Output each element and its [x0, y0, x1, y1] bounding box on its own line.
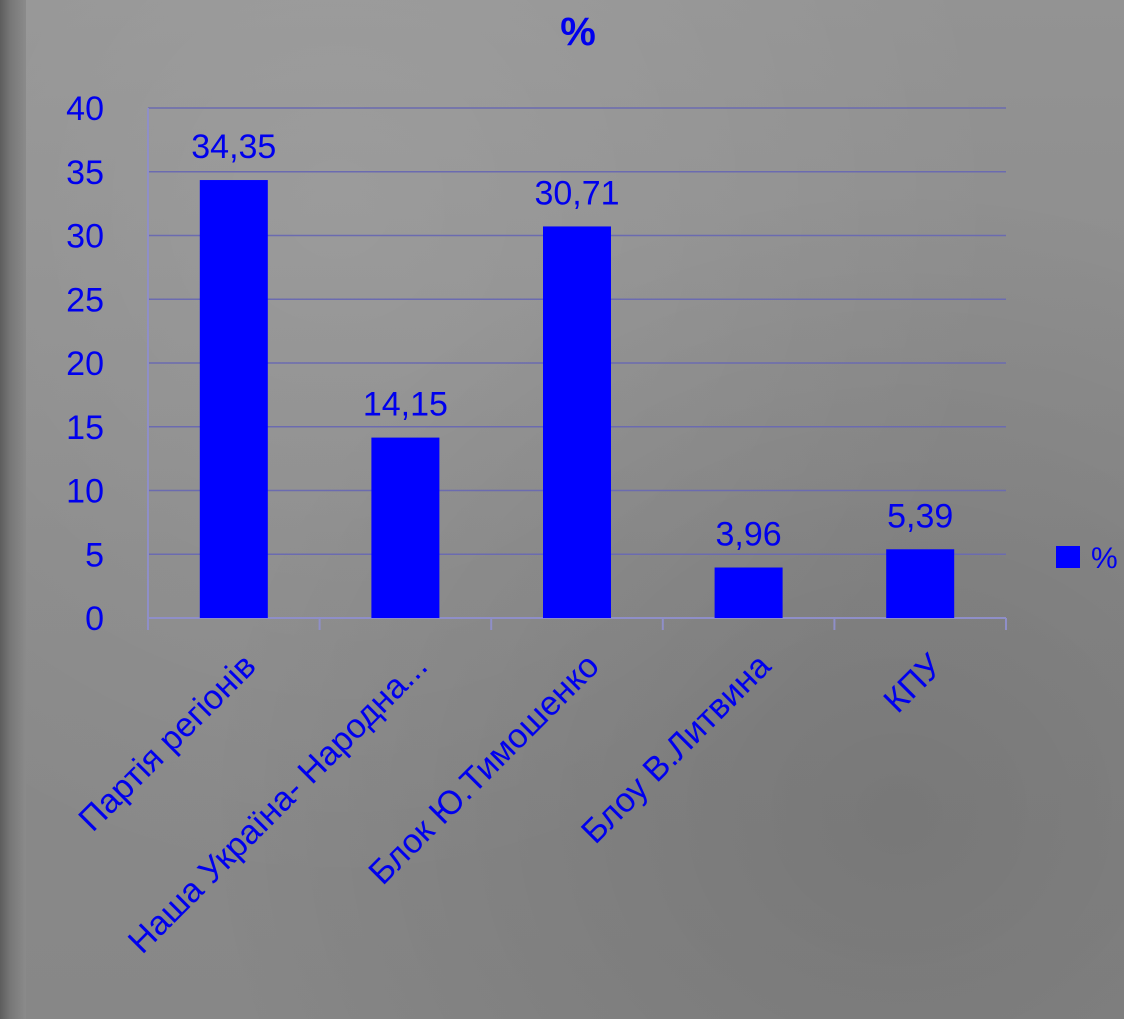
legend-label: %: [1091, 542, 1118, 575]
y-tick-label: 10: [66, 473, 104, 511]
x-tick-label: КПУ: [876, 647, 950, 721]
y-tick-label: 5: [85, 536, 104, 574]
data-labels: 34,35 14,15 30,71 3,96 5,39: [191, 128, 953, 553]
data-label: 14,15: [363, 386, 448, 424]
paper-edge: [0, 0, 26, 1019]
y-tick-label: 15: [66, 409, 104, 447]
bar: [886, 549, 955, 618]
y-tick-label: 30: [66, 218, 104, 256]
legend-swatch: [1056, 546, 1080, 568]
x-tick-label: Партія регіонів: [71, 647, 263, 839]
bar: [199, 180, 268, 618]
chart-title: %: [560, 10, 596, 54]
data-label: 5,39: [887, 497, 953, 535]
bar: [543, 226, 611, 618]
bar: [714, 567, 783, 618]
data-label: 3,96: [716, 516, 782, 554]
legend: %: [1056, 542, 1118, 575]
data-label: 30,71: [534, 174, 619, 212]
y-tick-label: 40: [66, 90, 104, 128]
x-tick-label: Блоу В.Литвина: [574, 647, 778, 851]
y-tick-label: 25: [66, 281, 104, 319]
y-tick-label: 20: [66, 345, 104, 383]
bars: [199, 180, 955, 618]
data-label: 34,35: [191, 128, 276, 166]
y-tick-label: 0: [85, 600, 104, 638]
y-tick-labels: 0 5 10 15 20 25 30 35 40: [66, 90, 104, 638]
x-tick-label: Наша Україна- Народна...: [121, 647, 435, 961]
bar: [371, 437, 440, 618]
y-tick-label: 35: [66, 154, 104, 192]
